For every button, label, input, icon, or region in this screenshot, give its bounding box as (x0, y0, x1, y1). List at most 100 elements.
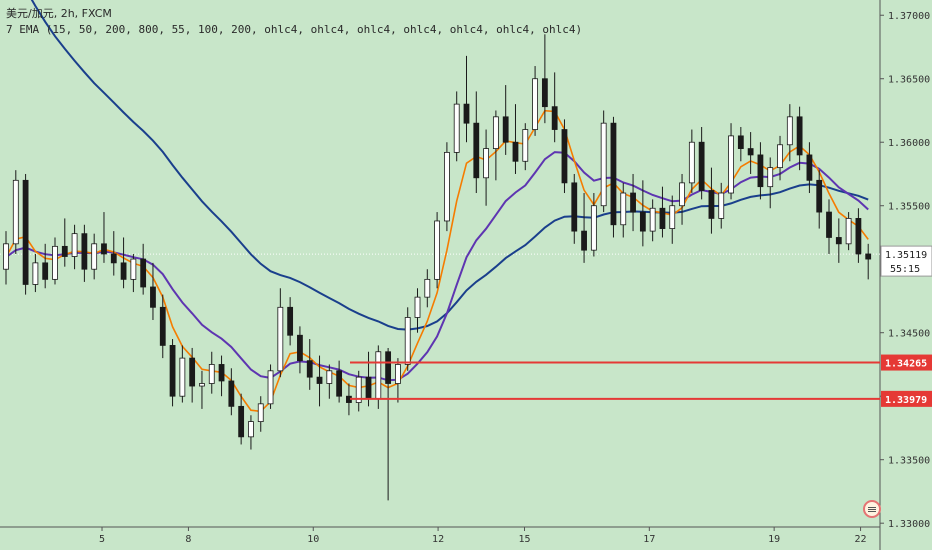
candle-up (620, 192, 627, 226)
candle-up (179, 357, 186, 397)
candle-up (32, 262, 39, 285)
candle-down (140, 258, 147, 288)
candle-down (169, 345, 176, 397)
candle-up (199, 383, 205, 387)
candle-down (365, 376, 372, 400)
ema-fast-line (5, 109, 869, 413)
candle-up (532, 78, 538, 130)
candle-up (267, 370, 274, 405)
candle-down (42, 262, 49, 280)
candle-up (414, 296, 421, 318)
candle-up (404, 317, 411, 365)
candle-up (786, 116, 793, 146)
candle-down (561, 129, 568, 184)
candle-up (767, 167, 774, 188)
candle-down (512, 141, 519, 162)
candle-up (424, 278, 431, 298)
candle-up (600, 122, 607, 207)
candle-down (865, 253, 872, 260)
candle-down (502, 116, 509, 143)
ema-mid-line (5, 151, 869, 382)
candle-up (52, 245, 58, 280)
x-tick-label: 15 (518, 534, 530, 545)
candle-up (483, 148, 489, 179)
candle-up (453, 103, 460, 153)
x-tick-label: 22 (855, 534, 867, 545)
candle-up (248, 421, 254, 438)
y-tick-label: 1.37000 (888, 11, 930, 22)
candle-down (816, 179, 823, 213)
x-tick-label: 12 (432, 534, 444, 545)
candle-up (208, 364, 215, 384)
candle-down (101, 243, 107, 255)
candle-down (385, 351, 392, 384)
candle-down (806, 154, 813, 181)
candle-down (238, 405, 245, 438)
y-tick-label: 1.36500 (888, 75, 930, 86)
candle-down (61, 245, 68, 257)
candle-down (757, 154, 764, 188)
candle-up (71, 233, 78, 257)
candle-up (679, 182, 685, 207)
current-price-label: 1.35119 (885, 250, 927, 261)
ema-slow-line (30, 0, 869, 331)
y-tick-label: 1.33500 (888, 456, 930, 467)
x-tick-label: 10 (307, 534, 319, 545)
candle-up (355, 376, 362, 403)
candle-up (12, 179, 19, 245)
candle-up (434, 220, 441, 280)
candle-up (522, 129, 529, 162)
candle-down (120, 262, 127, 280)
candle-up (326, 370, 333, 384)
y-tick-label: 1.34500 (888, 329, 930, 340)
candle-down (189, 357, 196, 387)
candle-down (630, 192, 636, 213)
candle-down (639, 211, 646, 232)
candle-down (551, 106, 558, 130)
x-tick-label: 19 (768, 534, 780, 545)
candle-down (747, 148, 754, 156)
candle-up (845, 218, 852, 245)
candle-down (150, 286, 156, 308)
candle-up (130, 258, 137, 280)
candle-up (277, 306, 284, 372)
x-tick-label: 5 (99, 534, 105, 545)
candle-up (728, 135, 734, 194)
chart-legend: 美元/加元, 2h, FXCM 7 EMA (15, 50, 200, 800,… (6, 6, 582, 38)
chart-settings-icon[interactable] (863, 500, 881, 518)
candle-down (737, 135, 744, 149)
candle-down (316, 376, 323, 384)
candle-down (473, 122, 480, 179)
candle-up (777, 144, 783, 169)
candle-down (698, 141, 705, 191)
candle-up (375, 351, 382, 400)
ema-indicator-label[interactable]: 7 EMA (15, 50, 200, 800, 55, 100, 200, o… (6, 23, 583, 36)
current-price-tag (880, 245, 932, 277)
candle-up (91, 243, 98, 270)
candle-down (228, 380, 235, 407)
x-tick-label: 17 (643, 534, 655, 545)
candle-up (590, 205, 597, 251)
candle-up (3, 243, 9, 270)
bar-countdown-label: 55:15 (890, 264, 920, 275)
y-tick-label: 1.33000 (888, 519, 930, 530)
level-price-tag (881, 390, 932, 407)
candle-up (492, 116, 499, 149)
level-price-label: 1.34265 (885, 359, 927, 370)
level-price-tag (881, 354, 932, 371)
candle-up (718, 192, 725, 219)
y-tick-label: 1.35500 (888, 202, 930, 213)
symbol-title[interactable]: 美元/加元, 2h, FXCM (6, 7, 112, 20)
candle-down (571, 182, 578, 232)
candle-down (159, 306, 166, 346)
candle-down (610, 122, 617, 226)
candle-down (855, 218, 862, 255)
candle-down (297, 334, 303, 362)
candle-up (688, 141, 695, 184)
candle-down (835, 237, 842, 245)
candle-down (796, 116, 803, 156)
level-price-label: 1.33979 (885, 395, 927, 406)
candle-down (287, 306, 294, 336)
